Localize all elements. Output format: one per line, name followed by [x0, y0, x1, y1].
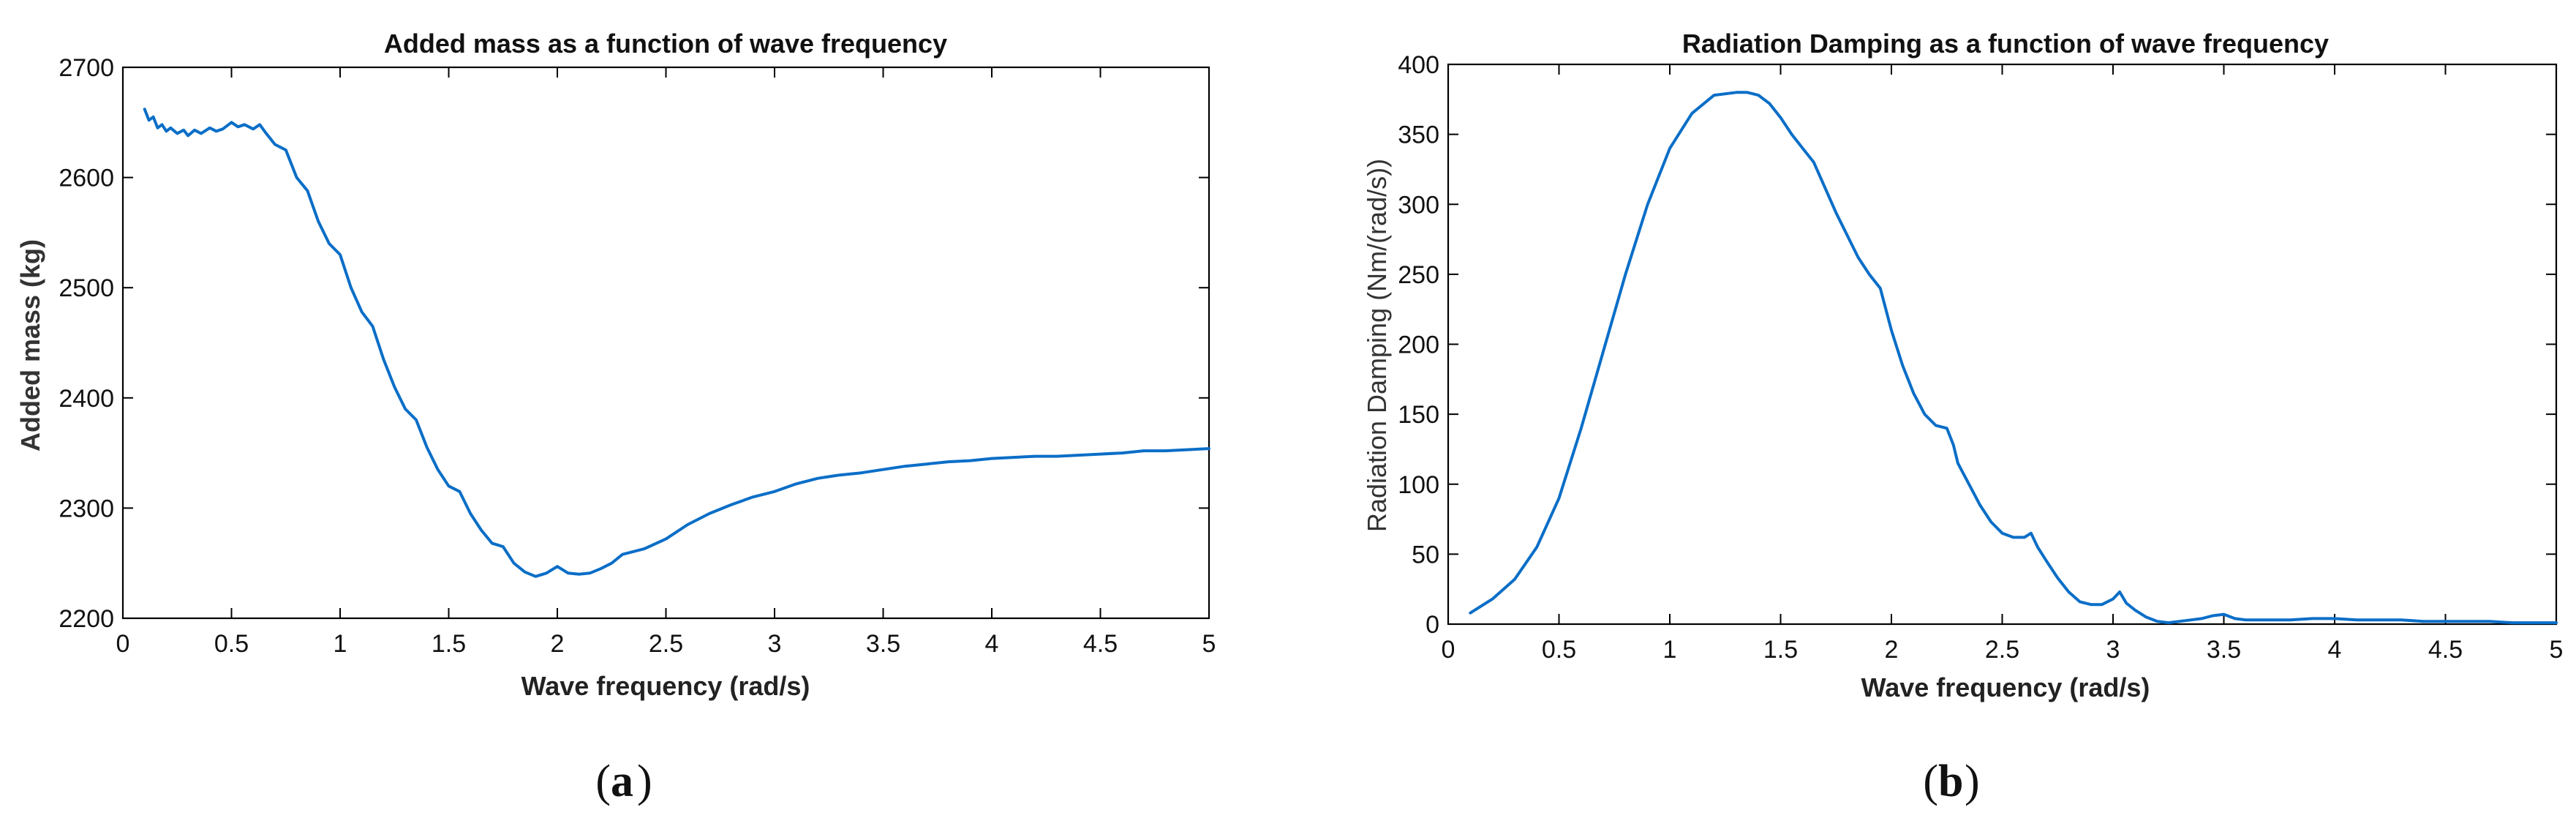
- y-axis-label: Radiation Damping (Nm/(rad/s)): [1362, 159, 1392, 532]
- y-axis-label: Added mass (kg): [15, 239, 45, 451]
- y-tick-label: 2500: [59, 274, 114, 302]
- x-tick-label: 1.5: [1763, 636, 1798, 664]
- y-tick-label: 250: [1398, 261, 1439, 289]
- series-line: [1469, 91, 2558, 625]
- x-tick-label: 0.5: [1542, 636, 1576, 664]
- y-tick-label: 50: [1412, 541, 1439, 569]
- x-axis-label: Wave frequency (rad/s): [1861, 672, 2150, 702]
- y-tick-label: 300: [1398, 191, 1439, 219]
- x-tick-label: 2: [551, 630, 565, 658]
- y-tick-label: 200: [1398, 331, 1439, 359]
- x-tick-label: 3: [768, 630, 782, 658]
- y-tick-label: 100: [1398, 471, 1439, 499]
- x-tick-label: 1: [1663, 636, 1677, 664]
- x-tick-label: 0: [1442, 636, 1455, 664]
- y-tick-label: 0: [1426, 611, 1439, 639]
- x-tick-label: 2.5: [649, 630, 683, 658]
- x-tick-label: 5: [2550, 636, 2564, 664]
- panel-label-letter: a: [611, 757, 633, 806]
- x-tick-label: 4: [985, 630, 999, 658]
- chart-title: Radiation Damping as a function of wave …: [1682, 29, 2329, 59]
- x-tick-label: 4.5: [1083, 630, 1118, 658]
- y-tick-label: 2300: [59, 495, 114, 522]
- x-tick-label: 3.5: [866, 630, 900, 658]
- y-tick-label: 150: [1398, 401, 1439, 429]
- y-tick-label: 2700: [59, 54, 114, 82]
- svg-text:(: (: [595, 757, 611, 806]
- x-tick-label: 1: [334, 630, 347, 658]
- panel-label-letter: b: [1938, 757, 1963, 806]
- x-tick-label: 4.5: [2428, 636, 2463, 664]
- series-line: [143, 108, 1210, 578]
- x-tick-label: 2.5: [1985, 636, 2019, 664]
- plot-frame: [1447, 63, 2558, 626]
- x-tick-label: 4: [2328, 636, 2342, 664]
- panel-label: ( b ): [1923, 757, 1979, 806]
- svg-text:): ): [1965, 757, 1980, 806]
- x-tick-label: 3.5: [2207, 636, 2241, 664]
- x-tick-label: 0.5: [214, 630, 249, 658]
- y-tick-label: 350: [1398, 121, 1439, 149]
- x-tick-label: 1.5: [432, 630, 466, 658]
- panel-label: ( a ): [595, 757, 652, 806]
- x-tick-label: 2: [1885, 636, 1899, 664]
- x-tick-label: 5: [1202, 630, 1216, 658]
- x-axis-label: Wave frequency (rad/s): [521, 671, 810, 701]
- svg-text:(: (: [1923, 757, 1938, 806]
- chart-radiation-damping: Radiation Damping as a function of wave …: [1362, 29, 2563, 806]
- x-tick-label: 3: [2106, 636, 2120, 664]
- y-tick-label: 2200: [59, 605, 114, 633]
- chart-title: Added mass as a function of wave frequen…: [384, 29, 947, 59]
- x-tick-label: 0: [116, 630, 130, 658]
- chart-added-mass: Added mass as a function of wave frequen…: [15, 29, 1216, 806]
- y-tick-label: 2400: [59, 385, 114, 413]
- y-tick-label: 400: [1398, 51, 1439, 79]
- y-tick-label: 2600: [59, 165, 114, 192]
- svg-text:): ): [637, 757, 652, 806]
